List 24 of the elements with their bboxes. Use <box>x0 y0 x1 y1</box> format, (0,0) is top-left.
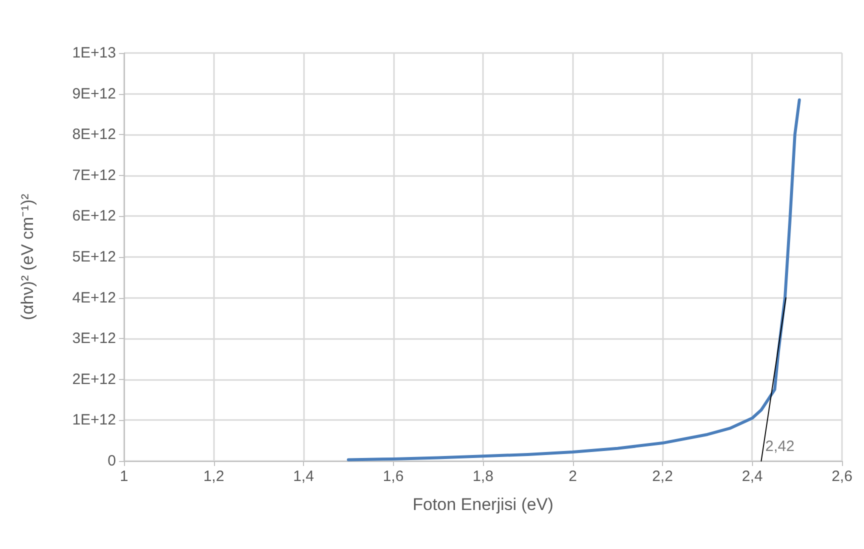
y-tick-label: 6E+12 <box>72 208 116 225</box>
y-axis-title: (αhν)² (eV cm⁻¹)² <box>18 194 37 320</box>
x-tick-label: 1 <box>120 468 128 485</box>
y-tick-label: 1E+13 <box>72 44 116 62</box>
y-tick-label: 9E+12 <box>72 85 116 102</box>
y-tick-label: 7E+12 <box>72 166 116 184</box>
y-tick-label: 4E+12 <box>72 289 116 306</box>
y-tick-label: 3E+12 <box>72 330 116 348</box>
y-tick-label: 1E+12 <box>72 412 116 429</box>
x-tick-label: 1,8 <box>472 468 494 485</box>
x-tick-label: 2,6 <box>832 468 852 485</box>
x-tick-label: 1,4 <box>293 468 314 485</box>
y-tick-label: 5E+12 <box>72 248 116 266</box>
x-axis-title: Foton Enerjisi (eV) <box>412 495 554 514</box>
x-tick-label: 1,2 <box>203 468 224 485</box>
line-series <box>346 98 801 462</box>
x-tick-label: 2,2 <box>652 468 673 485</box>
x-tick-label: 2 <box>568 468 577 485</box>
y-tick-label: 0 <box>108 452 116 470</box>
y-tick-label: 2E+12 <box>72 370 116 388</box>
x-tick-label: 2,4 <box>742 468 763 485</box>
y-tick-label: 8E+12 <box>72 126 116 144</box>
annotation: 2,42 <box>765 438 794 455</box>
x-tick-label: 1,6 <box>382 468 404 485</box>
